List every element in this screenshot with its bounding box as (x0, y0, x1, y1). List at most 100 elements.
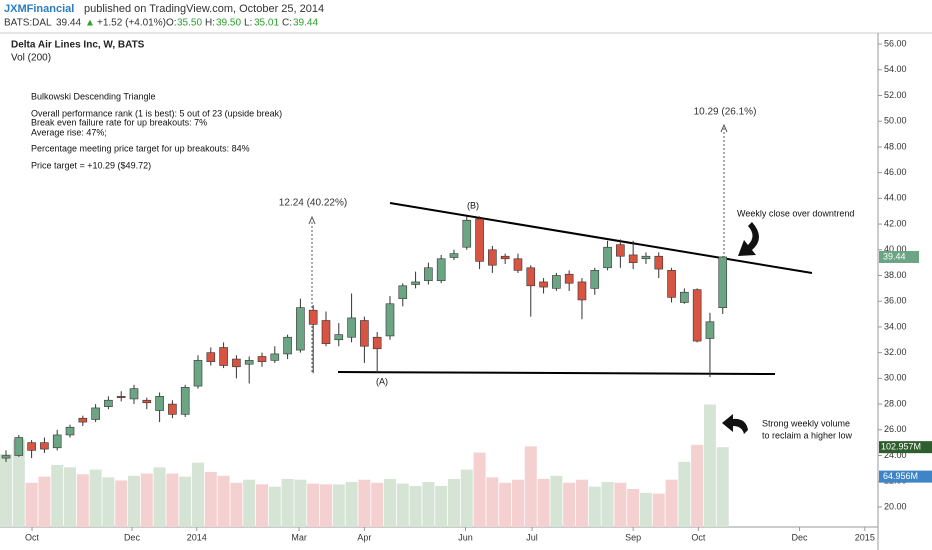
candle-body (270, 353, 280, 361)
candle-body (129, 388, 139, 400)
annotation: Strong weekly volume (762, 418, 850, 428)
annotation: to reclaim a higher low (762, 430, 853, 440)
curved-arrow (722, 414, 748, 434)
volume-bar (115, 480, 128, 527)
candle-body (232, 358, 241, 368)
volume-bar (460, 469, 473, 527)
volume-bar (332, 484, 345, 527)
x-tick-label: Oct (691, 532, 706, 542)
author[interactable]: JXMFinancial (4, 3, 74, 15)
volume-bar (230, 482, 243, 527)
volume-bar (89, 469, 102, 527)
note: Break even failure rate for up breakouts… (31, 117, 207, 127)
candle-body (705, 321, 715, 339)
candle-body (52, 434, 62, 449)
volume-average-flag (879, 470, 932, 483)
volume-bar (128, 475, 141, 527)
candle-body (552, 275, 561, 289)
curved-arrow (738, 222, 759, 256)
volume-bar (0, 454, 13, 527)
volume-bar (76, 474, 89, 527)
candle-body (296, 307, 305, 351)
volume-bar (345, 482, 358, 527)
volume-bar (550, 475, 563, 527)
candle-body (500, 255, 510, 260)
volume-bar (281, 478, 294, 527)
published: published on TradingView.com, October 25… (84, 3, 324, 15)
x-tick-label: Dec (124, 532, 141, 542)
price-flag (879, 250, 919, 263)
volume-bar (575, 479, 588, 527)
candle-body (616, 244, 625, 257)
candle-body (142, 399, 152, 404)
volume-bar (255, 484, 268, 527)
y-tick-label: 48.00 (884, 141, 907, 151)
candle-body (475, 218, 484, 262)
l: 35.01 (254, 18, 279, 29)
volume-bar (435, 485, 448, 527)
candle-body (590, 270, 600, 289)
x-tick-label: Oct (25, 532, 40, 542)
candle-body (372, 336, 382, 350)
candle-body (65, 426, 75, 436)
price: 39.44 (56, 18, 81, 29)
candle-body (308, 309, 318, 325)
note: Price target = +10.29 ($49.72) (31, 160, 151, 170)
candle-body (424, 267, 433, 281)
note: Overall performance rank (1 is best): 5 … (31, 108, 282, 118)
volume-bar (217, 475, 230, 527)
y-tick-label: 44.00 (884, 193, 907, 203)
volume-bar (639, 492, 652, 527)
c-label: C: (282, 18, 292, 29)
candle-body (91, 407, 100, 420)
y-tick-label: 30.00 (884, 373, 907, 383)
candle-body (321, 320, 331, 344)
volume-flag (879, 441, 932, 454)
candle-body (692, 289, 702, 342)
candle-body (654, 255, 664, 270)
y-tick-label: 26.00 (884, 424, 907, 434)
y-tick-label: 20.00 (884, 501, 907, 511)
volume-bar (627, 489, 640, 527)
x-tick-label: 2015 (855, 532, 875, 542)
annotation: (B) (467, 200, 479, 210)
candle-body (244, 360, 254, 365)
y-tick-label: 56.00 (884, 38, 907, 48)
candle-body (78, 417, 88, 423)
volume-bar (588, 486, 601, 527)
candle-body (257, 356, 267, 362)
volume-bar (396, 483, 409, 527)
volume-bar (691, 444, 704, 527)
volume-bar (307, 483, 320, 527)
volume-bar (524, 446, 537, 527)
candle-body (577, 281, 587, 301)
candle-body (436, 258, 446, 281)
candle-body (155, 396, 164, 411)
candle-body (27, 442, 36, 451)
volume-bar (179, 476, 192, 527)
y-tick-label: 42.00 (884, 218, 907, 228)
candle-body (564, 273, 574, 284)
candle-body (347, 317, 356, 338)
volume-bar (25, 482, 38, 527)
candle-body (14, 437, 24, 456)
support-line (337, 371, 776, 375)
x-tick-label: 2014 (187, 532, 207, 542)
quote-line: BATS:DAL 39.44 ▲ +1.52 (+4.01%) O: 35.50… (4, 18, 318, 29)
volume-bar (243, 479, 256, 527)
volume-bar (703, 404, 716, 527)
y-tick-label: 28.00 (884, 398, 907, 408)
candle-body (488, 249, 497, 266)
candle-body (40, 442, 49, 450)
volume-bar (358, 479, 371, 527)
volume-bar (447, 478, 460, 527)
y-tick-label: 36.00 (884, 296, 907, 306)
annotation: 12.24 (40.22%) (279, 198, 347, 209)
volume-flag-label: 102.957M (881, 442, 921, 452)
candle-body (283, 336, 292, 355)
volume-bar (38, 476, 51, 527)
volume-bar (486, 477, 499, 527)
candle-body (603, 246, 612, 269)
y-tick-label: 54.00 (884, 64, 907, 74)
